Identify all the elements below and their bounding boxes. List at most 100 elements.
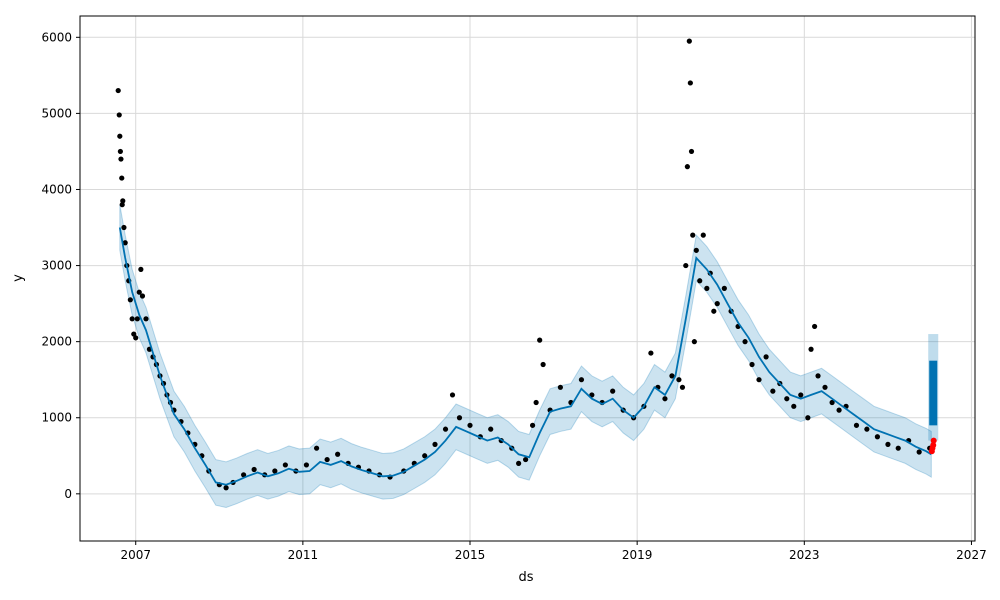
observed-point <box>829 399 835 406</box>
future-range <box>929 360 938 426</box>
observed-point <box>488 426 494 432</box>
observed-point <box>324 456 330 463</box>
grid <box>80 16 975 541</box>
observed-point <box>335 451 341 457</box>
plot-frame <box>79 15 976 542</box>
observed-point <box>117 133 123 139</box>
observed-point <box>303 462 310 468</box>
observed-point <box>432 441 438 447</box>
y-axis-label: y <box>11 274 26 282</box>
observed-point <box>864 426 870 432</box>
observed-point <box>578 377 585 383</box>
observed-point <box>836 407 842 413</box>
x-tick-label: 2023 <box>789 548 820 562</box>
observed-point <box>679 384 686 390</box>
observed-point <box>119 175 125 181</box>
observed-point <box>121 224 127 231</box>
observed-point <box>885 441 891 447</box>
observed-point <box>557 384 563 390</box>
observed-point <box>822 384 828 390</box>
observed-point <box>523 456 529 463</box>
observed-point <box>610 388 616 394</box>
observed-point <box>136 289 142 295</box>
observed-point <box>763 354 769 360</box>
observed-point <box>122 240 128 246</box>
observed-point <box>784 396 790 402</box>
forecast-path <box>118 227 932 486</box>
observed-point <box>120 198 126 204</box>
highlight-points <box>928 437 937 455</box>
x-tick-label: 2007 <box>120 548 151 562</box>
observed-point <box>770 388 776 394</box>
observed-point <box>251 466 257 473</box>
observed-point <box>916 449 922 455</box>
y-tick-label: 5000 <box>41 106 72 120</box>
observed-point <box>690 232 696 238</box>
observed-point <box>422 453 428 459</box>
forecast-line <box>118 227 932 486</box>
observed-point <box>533 399 539 406</box>
observed-point <box>874 434 881 440</box>
highlight-point <box>930 442 937 449</box>
uncertainty-band <box>119 204 932 509</box>
observed-point <box>688 148 695 155</box>
observed-point <box>456 415 463 421</box>
observed-point <box>282 462 288 468</box>
observed-point <box>815 373 821 379</box>
observed-point <box>127 297 133 303</box>
observed-point <box>134 316 140 322</box>
observed-point <box>704 285 710 291</box>
y-tick-label: 2000 <box>41 335 72 349</box>
observed-point <box>223 485 229 491</box>
x-tick-label: 2015 <box>455 548 486 562</box>
observed-point <box>749 361 755 368</box>
y-tick-label: 1000 <box>41 411 72 425</box>
observed-point <box>683 262 689 269</box>
observed-point <box>537 337 543 343</box>
observed-point <box>449 392 456 398</box>
observed-point <box>313 445 320 451</box>
observed-point <box>714 301 720 307</box>
observed-point <box>115 87 121 94</box>
observed-point <box>687 80 693 86</box>
axes: 2007 2011 2015 2019 2023 2027 0 1000 2000 3000 400… <box>41 15 987 562</box>
observed-point <box>700 232 706 238</box>
observed-point <box>540 361 546 368</box>
observed-point <box>721 285 727 291</box>
observed-point <box>691 339 697 345</box>
observed-point <box>143 316 149 322</box>
observed-point <box>791 403 797 409</box>
x-tick-label: 2019 <box>622 548 653 562</box>
observed-point <box>116 112 122 118</box>
observed-point <box>133 335 139 341</box>
observed-point <box>117 148 123 155</box>
highlight-point <box>930 437 937 444</box>
observed-point <box>693 247 699 253</box>
observed-point <box>129 316 135 322</box>
y-tick-label: 4000 <box>41 182 72 196</box>
observed-point <box>805 415 811 421</box>
observed-point <box>467 422 473 428</box>
observed-point <box>676 377 682 383</box>
observed-point <box>138 266 144 272</box>
y-tick-label: 6000 <box>41 30 72 44</box>
x-axis-label: ds <box>518 570 533 585</box>
x-tick-label: 2027 <box>956 548 987 562</box>
y-tick-label: 0 <box>64 487 72 501</box>
observed-point <box>686 38 692 44</box>
observed-points <box>115 38 933 491</box>
observed-point <box>118 156 124 162</box>
observed-point <box>119 202 125 208</box>
observed-point <box>272 468 278 474</box>
observed-point <box>139 293 146 299</box>
observed-point <box>756 377 762 383</box>
observed-point <box>798 392 804 398</box>
observed-point <box>697 278 703 284</box>
observed-point <box>662 396 668 402</box>
observed-point <box>669 373 675 379</box>
observed-point <box>808 346 814 352</box>
observed-point <box>442 426 449 432</box>
observed-point <box>812 323 818 330</box>
